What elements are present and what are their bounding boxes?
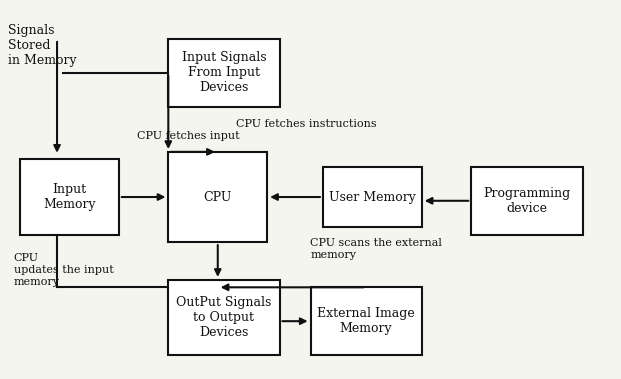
- Text: CPU fetches input: CPU fetches input: [137, 131, 240, 141]
- FancyBboxPatch shape: [168, 280, 279, 355]
- FancyBboxPatch shape: [471, 167, 582, 235]
- Text: CPU fetches instructions: CPU fetches instructions: [237, 119, 377, 129]
- Text: CPU: CPU: [204, 191, 232, 204]
- Text: Programming
device: Programming device: [483, 187, 571, 215]
- FancyBboxPatch shape: [310, 287, 422, 355]
- Text: OutPut Signals
to Output
Devices: OutPut Signals to Output Devices: [176, 296, 271, 339]
- Text: CPU scans the external
memory: CPU scans the external memory: [310, 238, 442, 260]
- Text: Input
Memory: Input Memory: [43, 183, 96, 211]
- Text: User Memory: User Memory: [329, 191, 416, 204]
- FancyBboxPatch shape: [323, 167, 422, 227]
- Text: Signals
Stored
in Memory: Signals Stored in Memory: [7, 24, 76, 67]
- Text: Input Signals
From Input
Devices: Input Signals From Input Devices: [181, 52, 266, 94]
- Text: CPU
updates the input
memory: CPU updates the input memory: [14, 254, 114, 287]
- FancyBboxPatch shape: [168, 39, 279, 107]
- FancyBboxPatch shape: [20, 160, 119, 235]
- FancyBboxPatch shape: [168, 152, 267, 242]
- Text: External Image
Memory: External Image Memory: [317, 307, 415, 335]
